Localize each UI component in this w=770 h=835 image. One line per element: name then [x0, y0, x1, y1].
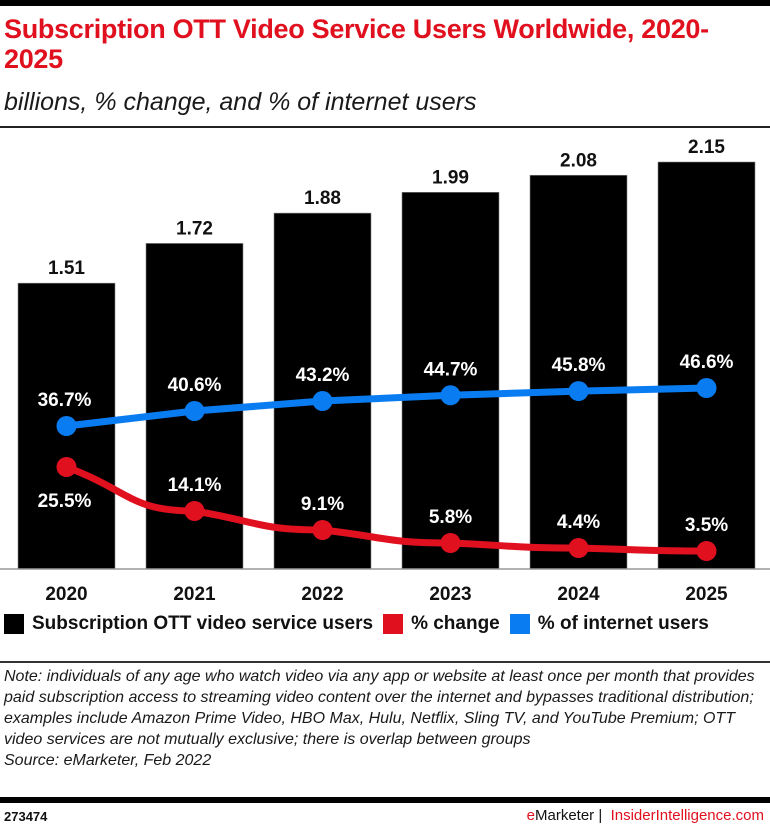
- change-line: [63, 463, 710, 555]
- change-point-2024: [568, 538, 589, 558]
- internet-users-point-2024: [568, 381, 589, 402]
- legend-item-internet: % of internet users: [509, 613, 709, 635]
- bar-2022: [273, 212, 372, 570]
- brand-e: e: [526, 807, 535, 824]
- internet-users-label-2023: 44.7%: [424, 359, 478, 380]
- credit: eMarketer | InsiderIntelligence.com: [527, 807, 764, 824]
- note-text: Note: individuals of any age who watch v…: [4, 668, 755, 748]
- x-tick-label-2023: 2023: [429, 584, 471, 605]
- x-tick-label-2020: 2020: [45, 584, 87, 605]
- bottom-rule: [0, 797, 770, 803]
- change-point-2020: [56, 457, 77, 477]
- change-label-2024: 4.4%: [557, 512, 600, 533]
- bar-value-label-2020: 1.51: [48, 258, 85, 279]
- internet-users-point-2022: [312, 391, 333, 412]
- legend-label-change: % change: [411, 613, 500, 634]
- top-rule: [0, 0, 770, 6]
- change-point-2023: [440, 533, 461, 553]
- brand-separator: |: [594, 807, 611, 824]
- change-point-2022: [312, 520, 333, 540]
- internet-users-label-2020: 36.7%: [38, 390, 92, 411]
- bar-value-label-2021: 1.72: [176, 218, 213, 239]
- change-label-2023: 5.8%: [429, 507, 472, 528]
- chart-id: 273474: [4, 809, 48, 824]
- change-label-2020: 25.5%: [38, 491, 92, 512]
- legend-label-internet: % of internet users: [537, 613, 709, 634]
- internet-users-point-2025: [696, 378, 717, 398]
- bar-value-label-2024: 2.08: [560, 150, 597, 171]
- brand-site-link[interactable]: InsiderIntelligence.com: [610, 807, 764, 824]
- bar-value-label-2025: 2.15: [688, 137, 725, 158]
- internet-users-label-2022: 43.2%: [296, 365, 350, 386]
- bar-2023: [401, 191, 500, 570]
- x-tick-label-2025: 2025: [685, 584, 728, 605]
- legend-swatch-users: [4, 614, 24, 634]
- source-text: Source: eMarketer, Feb 2022: [4, 752, 212, 769]
- note-divider: [0, 661, 770, 663]
- bar-value-label-2022: 1.88: [304, 188, 341, 209]
- change-point-2025: [696, 541, 717, 561]
- data-labels: 1.51 1.72 1.88 1.99 2.08 2.15 36.7% 40.6% 43.2% 4…: [38, 137, 734, 536]
- legend-label-users: Subscription OTT video service users: [32, 613, 374, 634]
- chart-area: 1.51 1.72 1.88 1.99 2.08 2.15 36.7% 40.6% 43.2% 4…: [0, 137, 770, 605]
- legend-item-change: % change: [383, 613, 500, 635]
- change-label-2021: 14.1%: [168, 475, 222, 496]
- line-series: [56, 378, 717, 561]
- internet-users-line: [66, 384, 707, 430]
- x-tick-label-2024: 2024: [557, 584, 600, 605]
- x-axis-labels: 2020 2021 2022 2023 2024 2025: [45, 584, 728, 605]
- bar-series: [17, 161, 756, 570]
- x-tick-label-2021: 2021: [173, 584, 216, 605]
- chart-title: Subscription OTT Video Service Users Wor…: [4, 14, 709, 74]
- internet-users-point-2023: [440, 385, 461, 406]
- change-label-2025: 3.5%: [685, 515, 728, 536]
- internet-users-label-2024: 45.8%: [552, 355, 606, 376]
- change-label-2022: 9.1%: [301, 494, 344, 515]
- legend: Subscription OTT video service users % c…: [4, 613, 719, 635]
- footnote: Note: individuals of any age who watch v…: [4, 666, 768, 771]
- brand-name: Marketer: [534, 807, 595, 824]
- bar-2024: [529, 174, 628, 570]
- bar-2025: [657, 161, 756, 570]
- legend-swatch-change: [383, 614, 404, 634]
- subtitle-divider: [0, 126, 770, 128]
- internet-users-label-2021: 40.6%: [168, 375, 222, 396]
- change-point-2021: [184, 501, 205, 521]
- legend-swatch-internet: [509, 614, 530, 634]
- internet-users-label-2025: 46.6%: [680, 352, 734, 373]
- x-tick-label-2022: 2022: [301, 584, 343, 605]
- bar-value-label-2023: 1.99: [432, 167, 469, 188]
- internet-users-point-2021: [184, 401, 205, 422]
- legend-item-users: Subscription OTT video service users: [4, 613, 373, 635]
- internet-users-point-2020: [56, 416, 77, 436]
- chart-subtitle: billions, % change, and % of internet us…: [4, 88, 477, 116]
